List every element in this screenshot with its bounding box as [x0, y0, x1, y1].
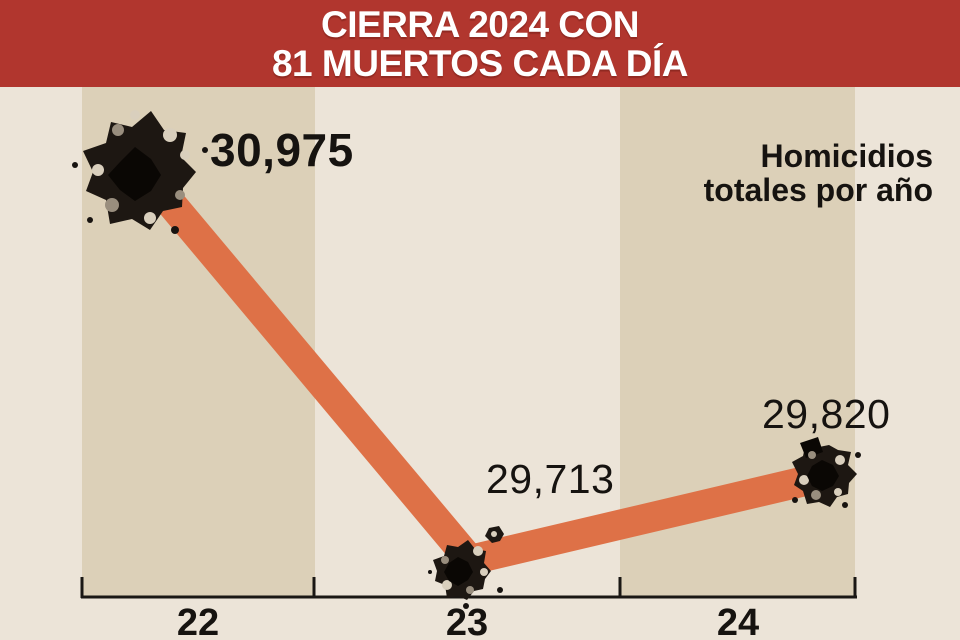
headline-line-2: 81 MUERTOS CADA DÍA [271, 42, 689, 84]
bullet-hole-icon [72, 110, 208, 234]
x-tick-label-24: 24 [716, 602, 760, 640]
value-label-2024: 29,820 [762, 391, 891, 437]
headline-line-1: CIERRA 2024 CON [320, 3, 640, 45]
header-banner: CIERRA 2024 CON 81 MUERTOS CADA DÍA [0, 0, 960, 87]
value-label-2023: 29,713 [486, 456, 615, 502]
legend-line-1: Homicidios [760, 138, 933, 174]
x-tick-label-22: 22 [176, 602, 220, 640]
value-label-2022: 30,975 [210, 124, 354, 176]
bullet-hole-icon [428, 526, 504, 609]
series-legend: Homicidios totales por año [704, 139, 933, 207]
bullet-hole-icon [792, 437, 861, 508]
x-tick-label-23: 23 [445, 602, 489, 640]
legend-line-2: totales por año [703, 172, 933, 208]
